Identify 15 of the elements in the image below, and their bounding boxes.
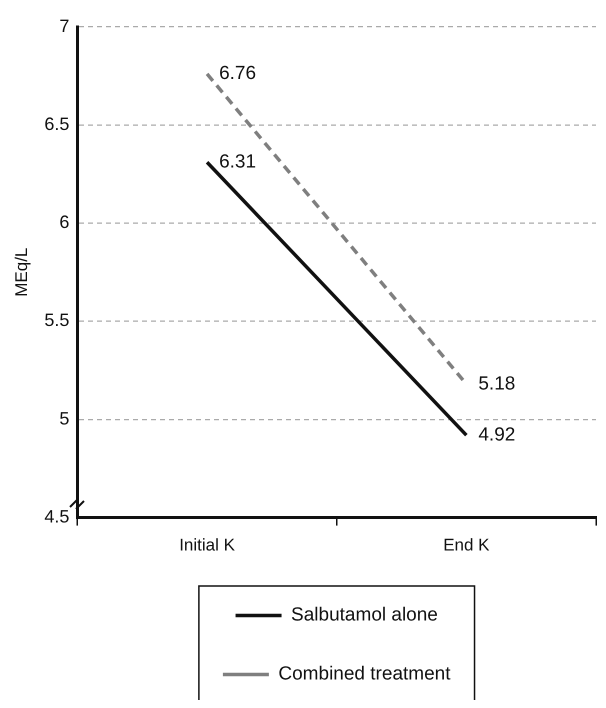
data-label: 6.31 <box>219 151 256 172</box>
x-tick-label: Initial K <box>179 535 236 554</box>
data-label: 6.76 <box>219 63 256 84</box>
data-label: 4.92 <box>478 424 516 446</box>
y-axis-title: MEq/L <box>12 248 31 297</box>
y-tick-label: 5.5 <box>44 310 70 330</box>
y-tick-label: 6.5 <box>44 114 70 134</box>
data-label: 5.18 <box>478 373 516 394</box>
y-tick-label: 5 <box>59 408 70 428</box>
legend-label: Combined treatment <box>278 664 452 685</box>
y-tick-label: 6 <box>59 212 70 232</box>
legend-label: Salbutamol alone <box>291 604 438 626</box>
x-tick-label: End K <box>443 535 490 554</box>
y-tick-label: 7 <box>59 16 70 36</box>
y-tick-label: 4.5 <box>44 506 70 527</box>
